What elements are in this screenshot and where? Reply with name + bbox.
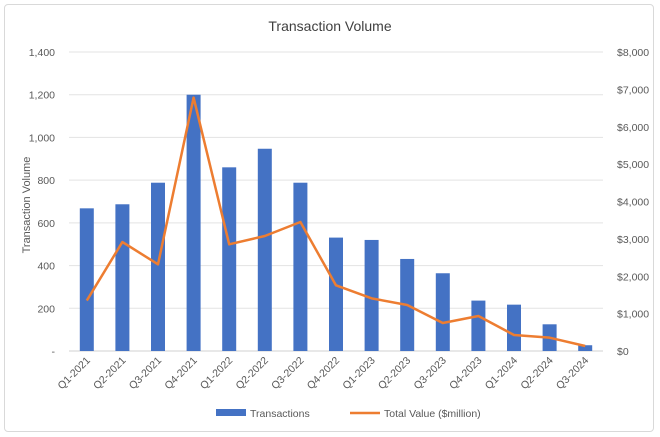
y2-tick-label: $8,000 bbox=[617, 47, 649, 59]
x-tick-label: Q3-2021 bbox=[127, 355, 164, 392]
x-tick-label: Q2-2024 bbox=[518, 355, 555, 392]
y-axis-right: $0 $1,000 $2,000 $3,000 $4,000 $5,000 $6,000 $7… bbox=[617, 47, 649, 358]
legend-label-total-value: Total Value ($million) bbox=[384, 408, 481, 420]
y2-tick-label: $6,000 bbox=[617, 122, 649, 134]
x-tick-label: Q4-2022 bbox=[305, 355, 342, 392]
x-tick-label: Q4-2023 bbox=[447, 355, 484, 392]
legend-swatch-transactions bbox=[216, 409, 246, 416]
x-tick-label: Q3-2024 bbox=[554, 355, 591, 392]
x-tick-label: Q1-2023 bbox=[340, 355, 377, 392]
y2-tick-label: $5,000 bbox=[617, 159, 649, 171]
bar-Q1-2023 bbox=[364, 239, 379, 351]
legend: Transactions Total Value ($million) bbox=[216, 408, 481, 420]
y2-tick-label: $7,000 bbox=[617, 84, 649, 96]
bar-Q3-2024 bbox=[578, 345, 593, 351]
y2-tick-label: $4,000 bbox=[617, 197, 649, 209]
bar-Q2-2022 bbox=[257, 148, 272, 351]
combo-chart: Transaction Volume - 200 400 600 800 1,000 1,2… bbox=[21, 18, 649, 420]
bar-Q4-2023 bbox=[471, 300, 486, 351]
x-tick-label: Q2-2023 bbox=[376, 355, 413, 392]
bar-Q3-2023 bbox=[435, 273, 450, 351]
x-tick-label: Q2-2021 bbox=[91, 355, 128, 392]
y2-tick-label: $3,000 bbox=[617, 234, 649, 246]
y-tick-label: 400 bbox=[37, 261, 55, 273]
y-tick-label: - bbox=[52, 346, 56, 358]
y-tick-label: 800 bbox=[37, 175, 55, 187]
bar-Q2-2021 bbox=[115, 204, 130, 351]
x-tick-label: Q1-2021 bbox=[56, 355, 93, 392]
y-axis-title: Transaction Volume bbox=[21, 157, 33, 254]
bar-Q3-2021 bbox=[151, 182, 165, 351]
line-series bbox=[85, 96, 586, 348]
bar-Q4-2021 bbox=[186, 94, 201, 351]
x-tick-label: Q2-2022 bbox=[234, 355, 271, 392]
y-tick-label: 1,400 bbox=[29, 47, 55, 59]
bar-Q1-2022 bbox=[222, 167, 237, 351]
y2-tick-label: $0 bbox=[617, 346, 629, 358]
x-axis: Q1-2021Q2-2021Q3-2021Q4-2021Q1-2022Q2-20… bbox=[56, 355, 592, 392]
x-tick-label: Q3-2022 bbox=[269, 355, 306, 392]
bar-Q3-2022 bbox=[293, 182, 308, 351]
y-tick-label: 600 bbox=[37, 218, 55, 230]
y-tick-label: 200 bbox=[37, 303, 55, 315]
y2-tick-label: $1,000 bbox=[617, 309, 649, 321]
x-tick-label: Q1-2022 bbox=[198, 355, 235, 392]
bar-Q1-2021 bbox=[79, 208, 94, 351]
y-axis-left: - 200 400 600 800 1,000 1,200 1,400 bbox=[29, 47, 56, 358]
x-tick-label: Q1-2024 bbox=[483, 355, 520, 392]
x-tick-label: Q3-2023 bbox=[412, 355, 449, 392]
y-tick-label: 1,200 bbox=[29, 90, 55, 102]
legend-label-transactions: Transactions bbox=[250, 408, 310, 420]
x-tick-label: Q4-2021 bbox=[162, 355, 199, 392]
chart-frame: Transaction Volume - 200 400 600 800 1,000 1,2… bbox=[4, 4, 654, 432]
y-tick-label: 1,000 bbox=[29, 132, 55, 144]
chart-title: Transaction Volume bbox=[268, 18, 391, 34]
y2-tick-label: $2,000 bbox=[617, 271, 649, 283]
bar-series bbox=[79, 94, 593, 351]
bar-Q1-2024 bbox=[507, 304, 521, 351]
bar-Q4-2022 bbox=[329, 237, 343, 351]
